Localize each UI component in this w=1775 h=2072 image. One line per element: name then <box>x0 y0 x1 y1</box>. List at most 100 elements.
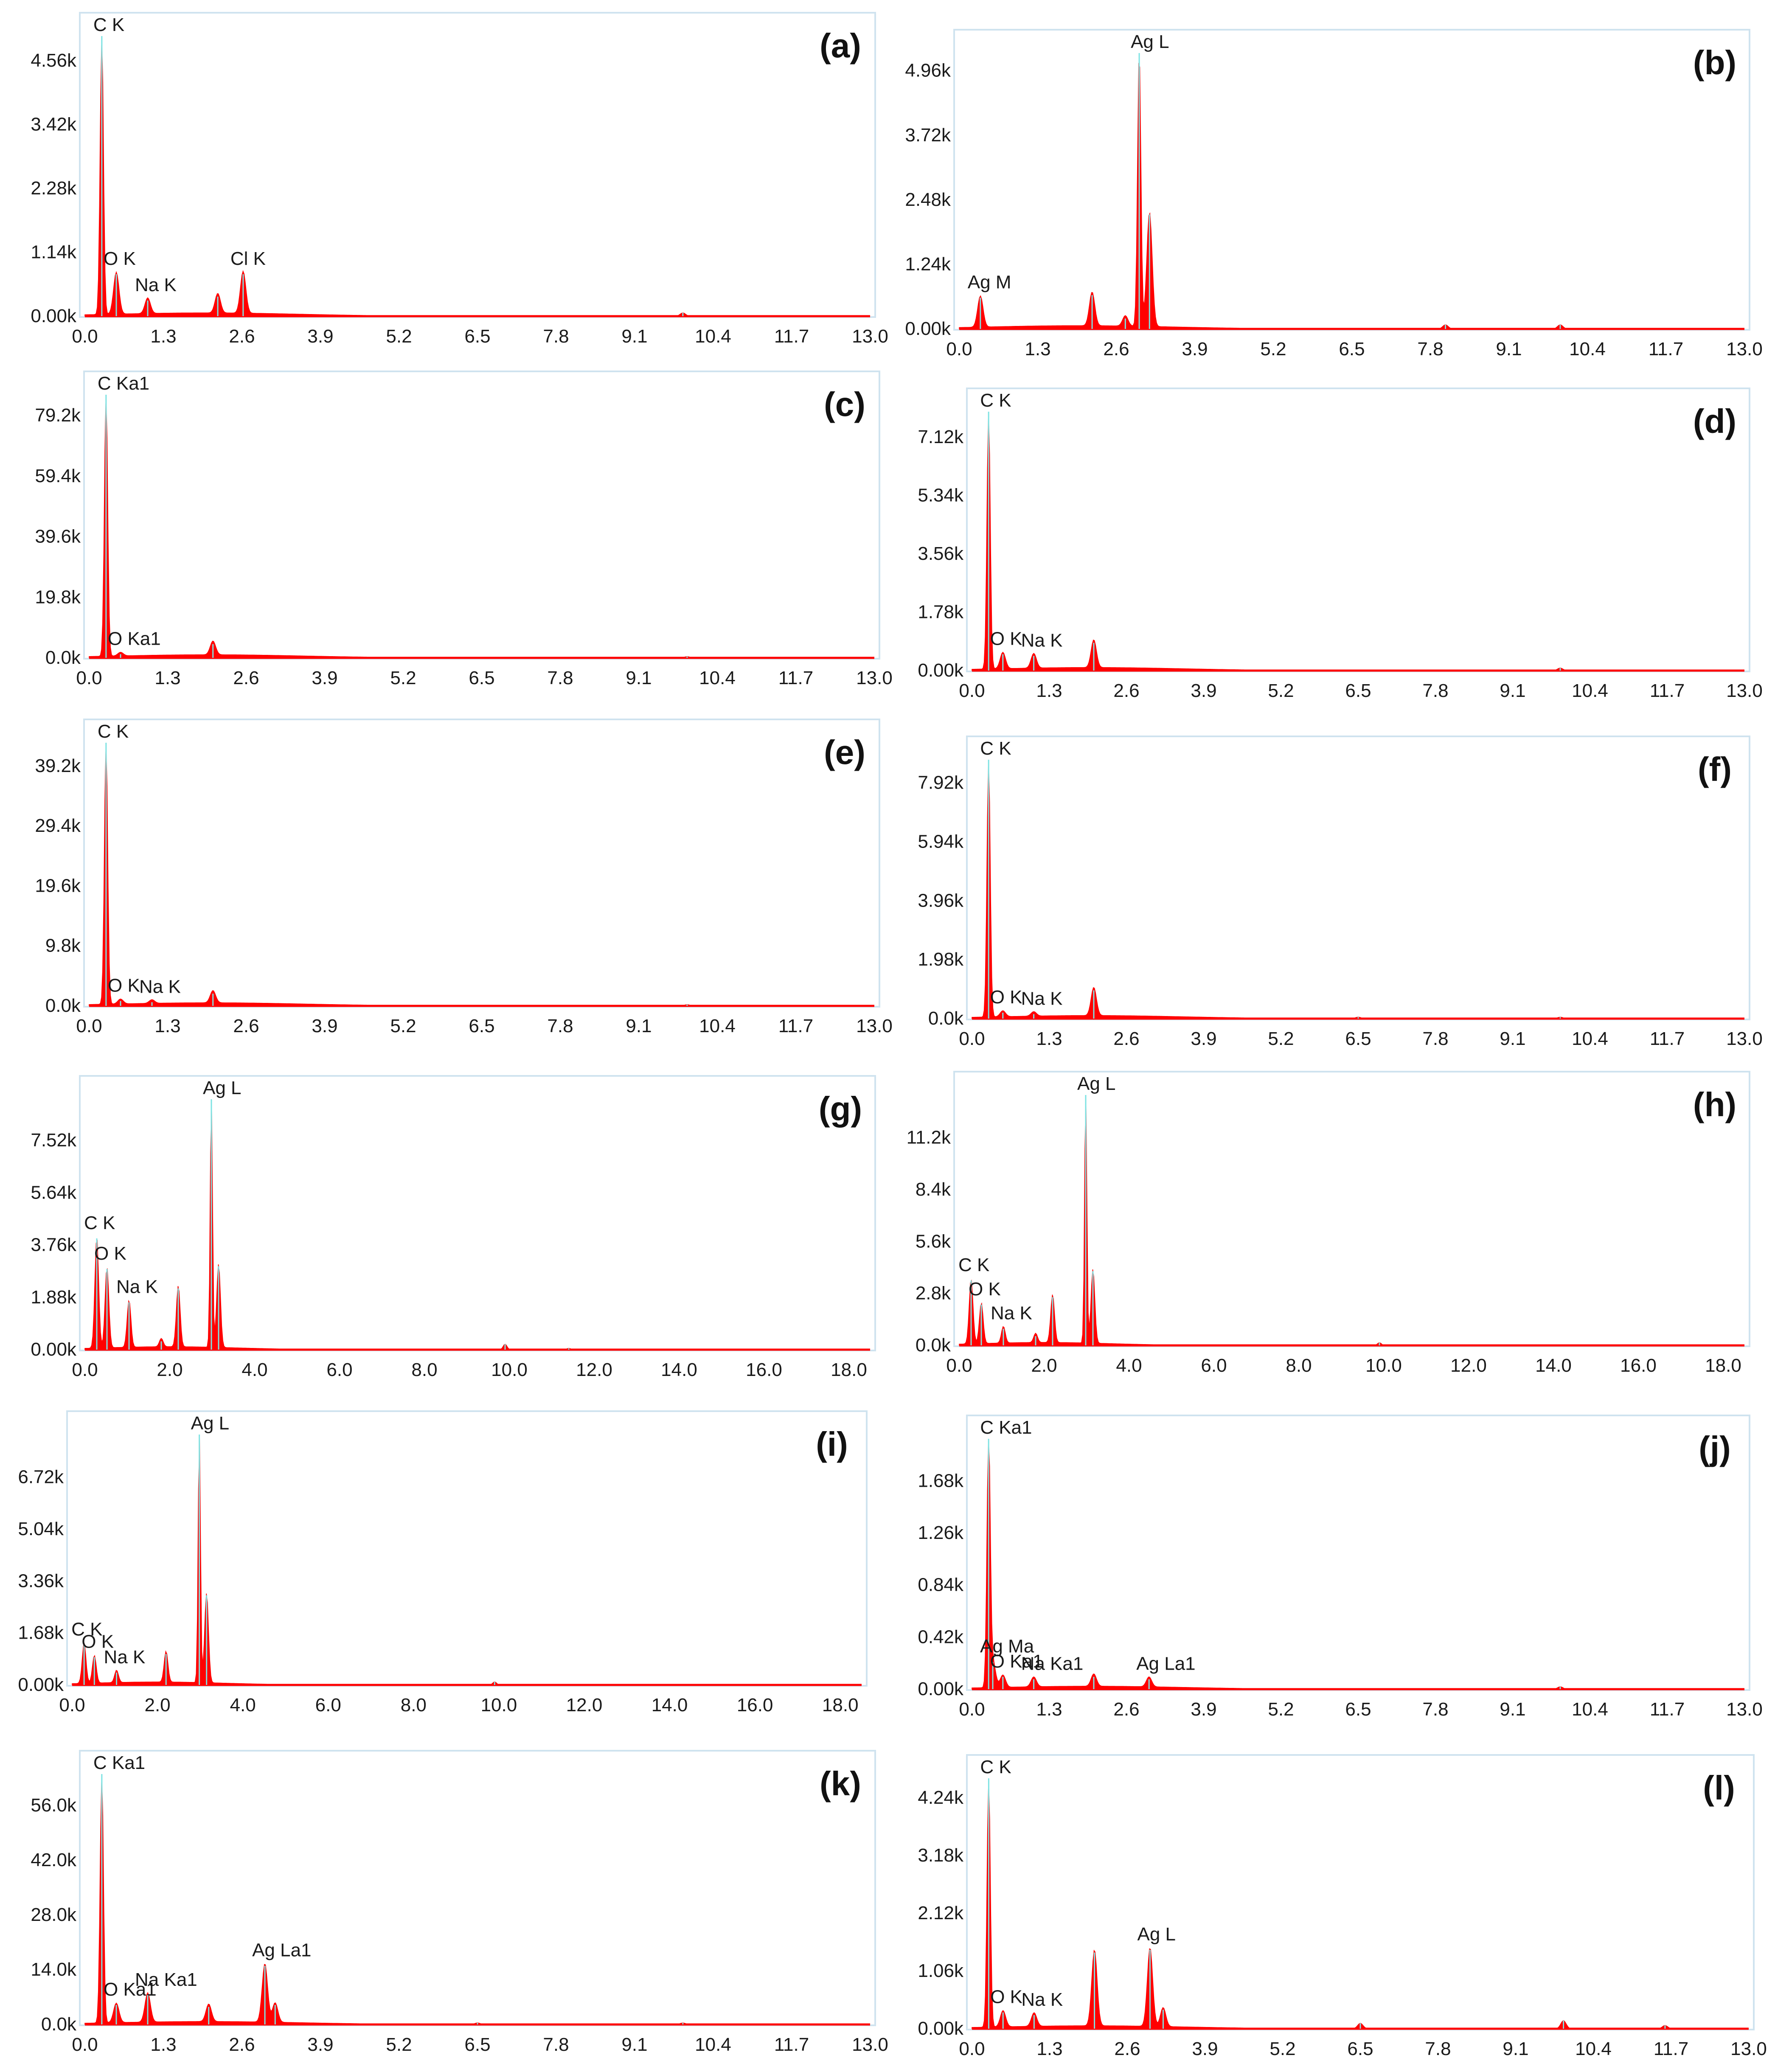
y-tick-label: 3.36k <box>18 1570 64 1591</box>
x-tick-label: 6.5 <box>1339 339 1365 359</box>
x-tick-label: 5.2 <box>1260 339 1286 359</box>
peak-label: O K <box>94 1243 126 1264</box>
x-tick-label: 2.6 <box>229 326 255 347</box>
x-tick-label: 0.0 <box>72 326 98 347</box>
x-tick-label: 6.0 <box>1201 1355 1227 1376</box>
x-tick-label: 6.0 <box>326 1359 352 1380</box>
x-tick-label: 13.0 <box>1726 339 1763 359</box>
spectrum-area <box>72 1438 862 1685</box>
y-tick-label: 0.00k <box>918 1679 964 1699</box>
x-tick-label: 6.5 <box>469 668 494 688</box>
panel-frame <box>79 1750 876 2026</box>
x-tick-label: 10.4 <box>1572 1028 1608 1049</box>
x-tick-label: 6.5 <box>1345 680 1371 701</box>
x-tick-label: 2.6 <box>229 2034 255 2055</box>
peak-label: Ag M <box>968 272 1011 292</box>
x-tick-label: 10.4 <box>695 2034 731 2055</box>
x-tick-label: 9.1 <box>626 1016 652 1036</box>
y-tick-label: 0.0k <box>41 2014 77 2035</box>
y-tick-label: 3.76k <box>31 1235 77 1255</box>
y-tick-label: 28.0k <box>31 1904 77 1925</box>
x-tick-label: 1.3 <box>150 2034 176 2055</box>
x-tick-label: 0.0 <box>59 1695 85 1715</box>
peak-label: O K <box>108 975 140 996</box>
y-tick-label: 1.68k <box>918 1470 964 1491</box>
x-tick-label: 11.7 <box>774 326 809 347</box>
panel-letter: (l) <box>1703 1769 1735 1807</box>
peak-label: Na K <box>1021 630 1063 651</box>
x-tick-label: 10.4 <box>699 668 736 688</box>
spectrum-area <box>84 36 870 317</box>
x-tick-label: 5.2 <box>1268 1028 1294 1049</box>
peak-label: O K <box>990 1987 1022 2007</box>
x-tick-label: 12.0 <box>566 1695 603 1715</box>
peak-label: Ag L <box>1137 1924 1176 1945</box>
x-tick-label: 13.0 <box>1730 2038 1767 2059</box>
x-tick-label: 2.6 <box>1113 680 1139 701</box>
x-tick-label: 7.8 <box>543 326 569 347</box>
y-tick-label: 4.56k <box>31 50 77 71</box>
peak-label: O K <box>969 1279 1001 1300</box>
y-tick-label: 5.94k <box>918 831 964 852</box>
y-tick-label: 29.4k <box>35 815 81 836</box>
panel-frame <box>79 1075 876 1351</box>
y-tick-label: 4.24k <box>918 1787 964 1808</box>
peak-label: Na Ka1 <box>135 1969 197 1990</box>
x-tick-label: 6.5 <box>464 2034 490 2055</box>
x-tick-label: 11.7 <box>1654 2038 1688 2059</box>
x-tick-label: 1.3 <box>1036 1699 1062 1720</box>
y-tick-label: 7.92k <box>918 772 964 793</box>
x-tick-label: 14.0 <box>1535 1355 1572 1376</box>
panel-frame <box>83 719 880 1008</box>
panel-frame <box>966 1415 1750 1691</box>
x-tick-label: 1.3 <box>1036 680 1062 701</box>
x-tick-label: 9.1 <box>1500 1028 1525 1049</box>
y-tick-label: 1.06k <box>918 1960 964 1981</box>
y-tick-label: 3.96k <box>918 890 964 911</box>
x-tick-label: 7.8 <box>1422 680 1448 701</box>
panel-frame <box>966 736 1750 1020</box>
peak-label: Ag Ma <box>980 1636 1034 1657</box>
peak-label: O K <box>990 987 1022 1008</box>
y-tick-label: 5.6k <box>916 1231 951 1252</box>
x-tick-label: 13.0 <box>1726 1699 1763 1720</box>
panel-letter: (c) <box>824 385 865 423</box>
x-tick-label: 6.5 <box>1345 1699 1371 1720</box>
x-tick-label: 2.6 <box>1103 339 1129 359</box>
x-tick-label: 13.0 <box>856 668 893 688</box>
x-tick-label: 8.0 <box>411 1359 437 1380</box>
y-tick-label: 1.14k <box>31 242 77 263</box>
x-tick-label: 10.0 <box>481 1695 517 1715</box>
x-tick-label: 2.6 <box>233 668 259 688</box>
x-tick-label: 0.0 <box>959 1028 985 1049</box>
y-tick-label: 14.0k <box>31 1959 77 1980</box>
x-tick-label: 18.0 <box>1705 1355 1741 1376</box>
eds-panel-c: C Ka1 O Ka1 0.0 1.3 2.6 3.9 5.2 6.5 7.8 9.1 10.4 11… <box>35 371 893 688</box>
x-tick-label: 2.6 <box>1114 2038 1140 2059</box>
eds-panel-e: C K O KNa K 0.0 1.3 2.6 3.9 5.2 6.5 7.8 9.1 10.4 11… <box>35 719 893 1036</box>
peak-label: C K <box>980 390 1011 411</box>
y-tick-label: 0.00k <box>918 660 964 681</box>
x-tick-label: 9.1 <box>1500 1699 1525 1720</box>
x-tick-label: 11.7 <box>778 1016 813 1036</box>
x-tick-label: 7.8 <box>1422 1699 1448 1720</box>
x-tick-label: 5.2 <box>390 668 416 688</box>
eds-panel-a: C K O K Na K Cl K 0.0 1.3 2.6 3.9 5.2 6.5 7.8 9.1 10… <box>31 12 888 347</box>
peak-label: Ag La1 <box>1136 1654 1195 1674</box>
x-tick-label: 5.2 <box>1268 680 1294 701</box>
x-tick-label: 5.2 <box>1268 1699 1294 1720</box>
x-tick-label: 1.3 <box>154 1016 180 1036</box>
y-tick-label: 19.6k <box>35 875 81 896</box>
x-tick-label: 9.1 <box>1496 339 1522 359</box>
peak-label: Ag L <box>191 1413 230 1434</box>
panel-frame <box>66 1410 868 1687</box>
y-tick-label: 1.68k <box>18 1623 64 1643</box>
x-tick-label: 3.9 <box>307 326 333 347</box>
x-tick-label: 10.4 <box>1569 339 1606 359</box>
x-tick-label: 9.1 <box>1503 2038 1528 2059</box>
x-tick-label: 11.7 <box>1649 339 1683 359</box>
spectrum-area <box>84 1774 870 2025</box>
x-tick-label: 0.0 <box>959 1699 985 1720</box>
y-tick-label: 0.00k <box>31 1339 77 1360</box>
y-tick-label: 5.34k <box>918 485 964 506</box>
